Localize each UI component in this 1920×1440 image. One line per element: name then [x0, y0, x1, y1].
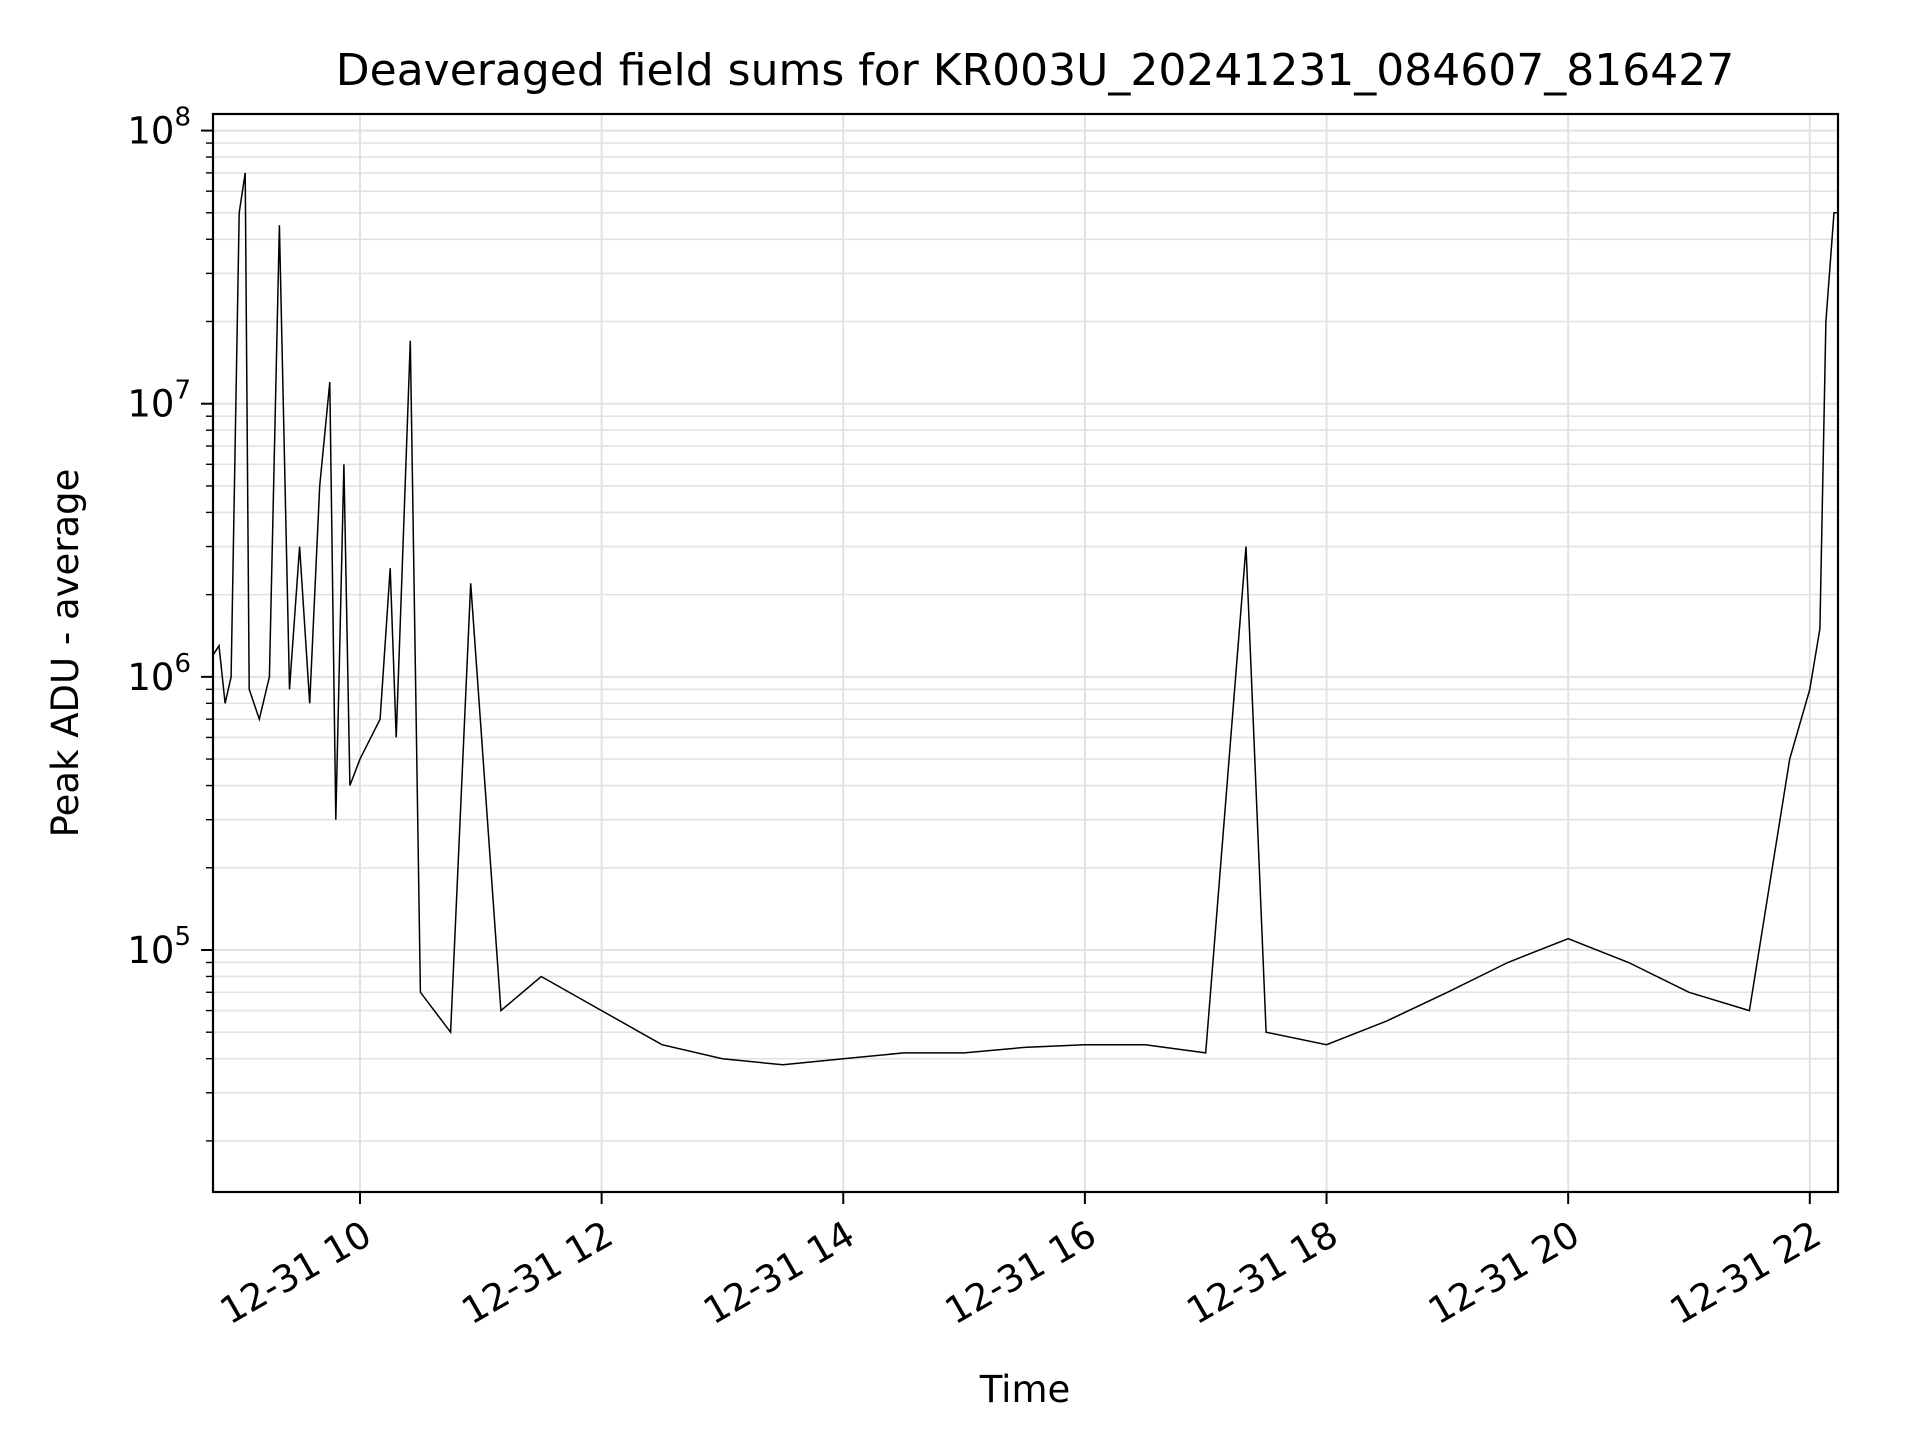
series-line [212, 172, 1838, 1066]
y-tick-label: 108 [127, 103, 191, 153]
x-tick-label: 12-31 16 [938, 1213, 1104, 1333]
chart-title: Deaveraged field sums for KR003U_2024123… [336, 45, 1734, 96]
y-tick-label: 106 [127, 649, 191, 699]
x-axis: 12-31 10 12-31 12 12-31 14 12-31 16 12-31 18… [213, 1192, 1828, 1333]
y-tick-label: 105 [127, 922, 191, 972]
grid [213, 114, 1838, 1192]
x-tick-label: 12-31 20 [1421, 1213, 1587, 1333]
x-tick-label: 12-31 18 [1179, 1213, 1345, 1333]
y-axis: 105 106 107 108 [127, 103, 213, 1142]
y-tick-label: 107 [127, 376, 191, 426]
x-axis-label: Time [979, 1368, 1071, 1411]
x-tick-label: 12-31 14 [696, 1213, 862, 1333]
x-tick-label: 12-31 22 [1663, 1213, 1829, 1333]
plot-frame [211, 112, 1840, 1194]
y-axis-label: Peak ADU - average [44, 469, 87, 838]
x-tick-label: 12-31 12 [455, 1213, 621, 1333]
x-tick-label: 12-31 10 [213, 1213, 379, 1333]
